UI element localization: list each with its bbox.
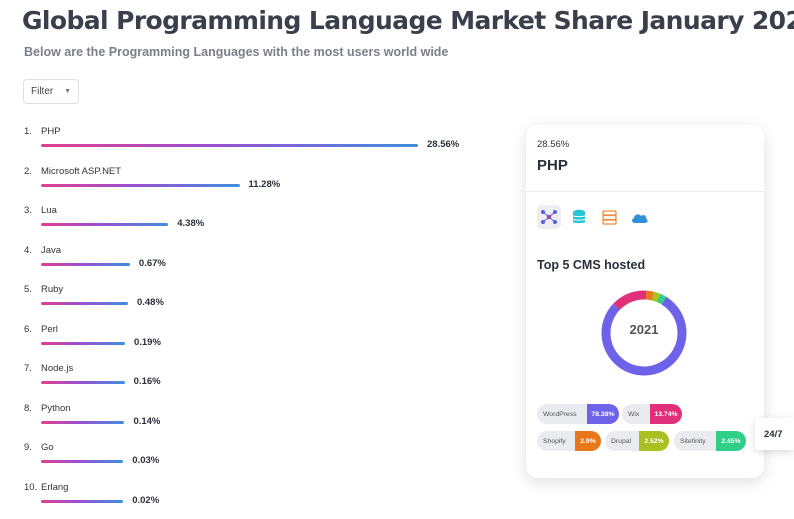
rank-share-value: 0.19% <box>133 336 161 348</box>
cms-chip-value: 2.52% <box>639 431 669 451</box>
rank-number: 8. <box>24 402 32 414</box>
donut-segment-sitefinity <box>656 293 667 305</box>
cms-chip-name: Shopify <box>543 437 566 445</box>
rank-number: 7. <box>24 363 32 374</box>
caret-down-icon: ▼ <box>64 88 71 95</box>
cms-chip-name: Wix <box>628 410 640 418</box>
rank-share-bar <box>41 460 124 463</box>
server-icon[interactable] <box>597 205 621 229</box>
network-icon[interactable] <box>537 205 561 229</box>
rank-share-value: 11.28% <box>248 178 281 190</box>
cms-chip-wordpress[interactable]: WordPress 78.38% <box>537 404 619 424</box>
rank-language-name: Perl <box>41 323 58 335</box>
filter-dropdown[interactable]: Filter ▼ <box>23 79 79 104</box>
cms-chip-name: Drupal <box>611 437 632 445</box>
ranking-row: 5. Ruby 0.48% <box>24 284 484 314</box>
donut-center-label: 2021 <box>629 322 659 337</box>
rank-share-bar <box>41 381 125 384</box>
donut-segment-shopify <box>645 290 655 301</box>
rank-share-value: 0.14% <box>133 415 161 427</box>
language-detail-card: 28.56% PHP Top 5 CMS hosted 2021 WordPre… <box>526 125 764 478</box>
rank-share-bar <box>41 341 125 345</box>
rank-language-name: Python <box>41 402 71 414</box>
ranking-row: 6. Perl 0.19% <box>24 324 484 354</box>
ranking-row: 2. Microsoft ASP.NET 11.28% <box>24 166 484 196</box>
cms-chip-wix[interactable]: Wix 13.74% <box>622 404 682 424</box>
rank-share-bar <box>41 302 128 305</box>
rank-share-bar <box>41 262 130 266</box>
card-divider <box>526 191 764 192</box>
rank-language-name: Java <box>41 244 62 256</box>
cms-donut-chart <box>601 290 687 376</box>
cms-chip-name: Sitefinity <box>680 437 706 445</box>
card-percent: 28.56% <box>537 139 570 150</box>
rank-share-bar <box>41 499 124 503</box>
rank-language-name: Go <box>41 442 54 453</box>
rank-share-bar <box>41 183 240 187</box>
rank-share-value: 0.03% <box>132 455 160 466</box>
rank-language-name: Ruby <box>41 284 64 295</box>
rank-share-value: 4.38% <box>177 218 205 229</box>
rank-language-name: PHP <box>41 126 61 137</box>
rank-share-value: 0.48% <box>136 297 164 308</box>
ranking-row: 7. Node.js 0.16% <box>24 363 484 393</box>
cms-chip-sitefinity[interactable]: Sitefinity 2.45% <box>674 431 746 451</box>
ranking-row: 9. Go 0.03% <box>24 442 484 472</box>
rank-number: 1. <box>24 126 32 137</box>
database-icon[interactable] <box>567 205 591 229</box>
cms-chip-value: 2.9% <box>575 431 601 451</box>
ranking-row: 8. Python 0.14% <box>24 403 484 433</box>
rank-language-name: Microsoft ASP.NET <box>41 165 122 177</box>
support-badge[interactable]: 24/7 <box>755 418 794 450</box>
rank-number: 5. <box>24 284 32 295</box>
ranking-row: 3. Lua 4.38% <box>24 205 484 235</box>
rank-share-value: 28.56% <box>427 139 460 150</box>
donut-segment-drupal <box>651 291 661 303</box>
rank-language-name: Lua <box>41 205 57 216</box>
rank-share-value: 0.02% <box>132 494 160 506</box>
ranking-row: 1. PHP 28.56% <box>24 126 484 156</box>
rank-number: 4. <box>24 244 32 256</box>
rank-share-bar <box>41 144 418 147</box>
rank-share-value: 0.67% <box>138 257 166 269</box>
rank-language-name: Node.js <box>41 363 74 374</box>
cms-chip-value: 78.38% <box>587 404 619 424</box>
filter-label: Filter <box>31 86 54 97</box>
support-badge-label: 24/7 <box>764 428 783 440</box>
rank-number: 10. <box>24 481 38 493</box>
rank-number: 9. <box>24 442 32 453</box>
card-language-name: PHP <box>537 157 568 174</box>
rank-number: 6. <box>24 323 32 335</box>
ranking-row: 10. Erlang 0.02% <box>24 482 484 512</box>
cms-chip-shopify[interactable]: Shopify 2.9% <box>537 431 601 451</box>
ranking-row: 4. Java 0.67% <box>24 245 484 275</box>
donut-segment-wordpress <box>601 296 687 376</box>
page-title: Global Programming Language Market Share… <box>22 6 794 35</box>
rank-share-bar <box>41 223 169 226</box>
cms-heading: Top 5 CMS hosted <box>537 258 646 272</box>
rank-language-name: Erlang <box>41 481 69 493</box>
rank-share-bar <box>41 420 125 424</box>
cms-chip-drupal[interactable]: Drupal 2.52% <box>605 431 669 451</box>
cms-chip-value: 2.45% <box>716 431 746 451</box>
donut-segment-wix <box>613 290 647 311</box>
rank-share-value: 0.16% <box>133 376 161 387</box>
page-subtitle: Below are the Programming Languages with… <box>24 45 449 59</box>
cloud-icon[interactable] <box>627 205 651 229</box>
cms-chip-name: WordPress <box>543 410 577 418</box>
rank-number: 3. <box>24 205 32 216</box>
rank-number: 2. <box>24 165 32 177</box>
cms-chip-value: 13.74% <box>650 404 682 424</box>
